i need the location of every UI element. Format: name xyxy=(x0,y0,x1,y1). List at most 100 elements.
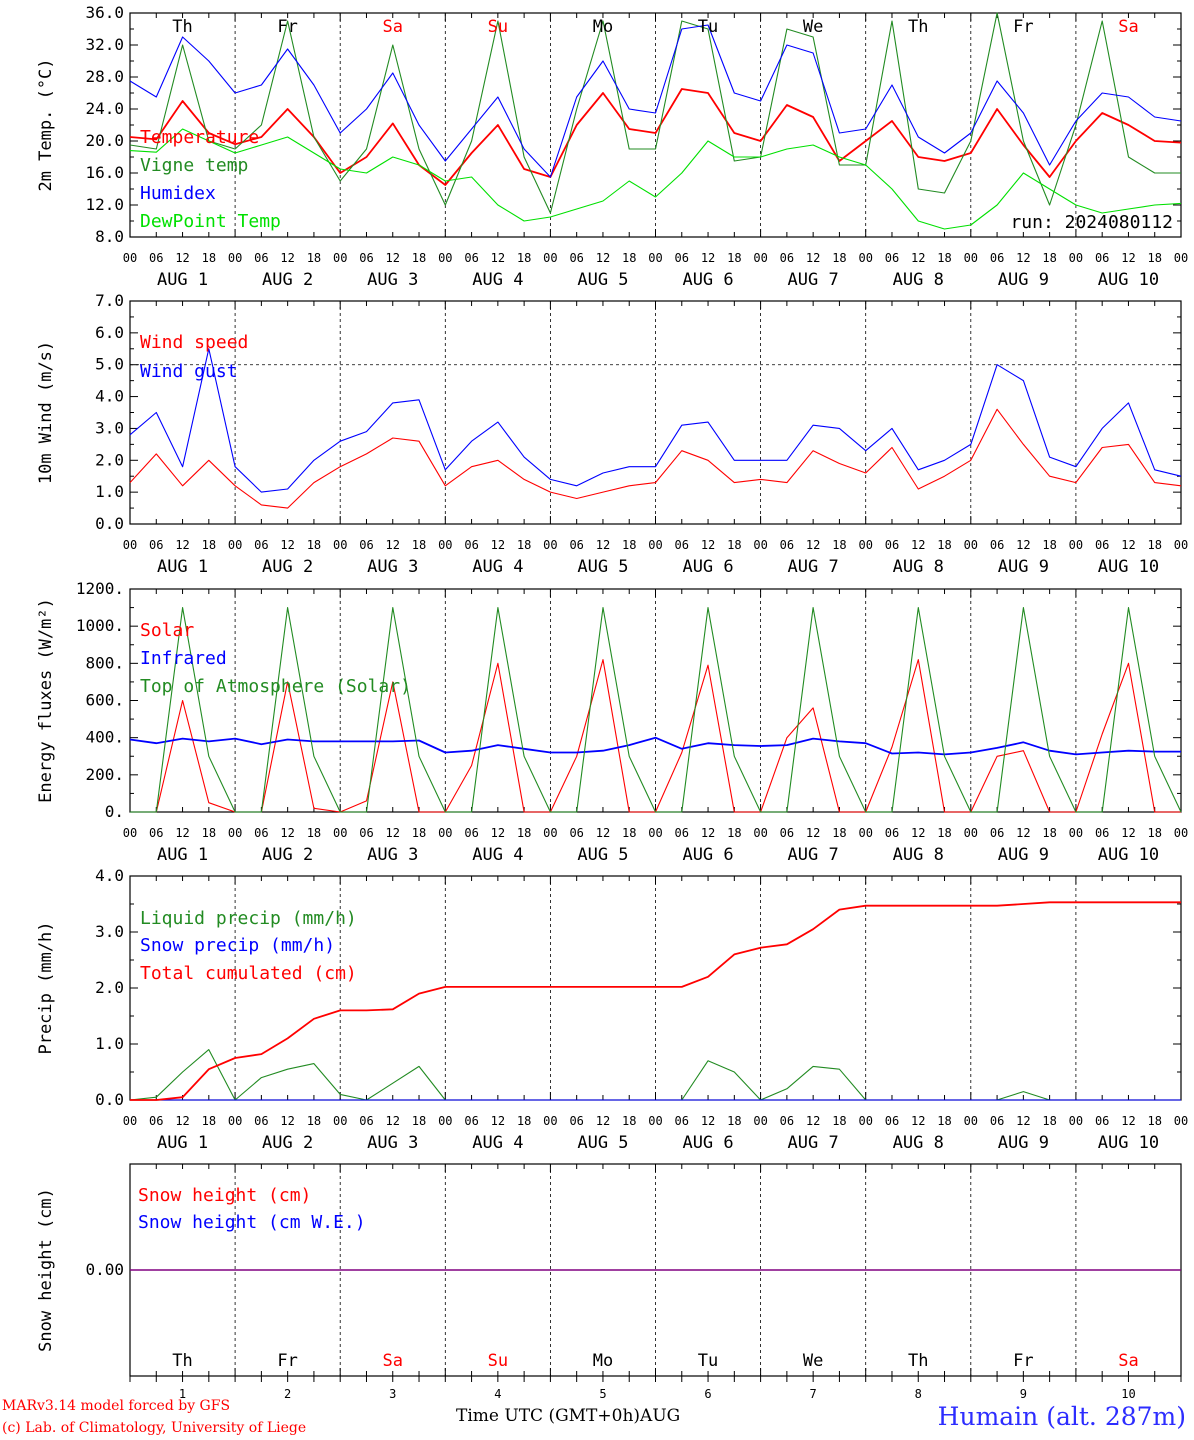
date-label: AUG 4 xyxy=(472,557,523,577)
y-tick-label: 0.0 xyxy=(95,1090,124,1109)
x-tick-label: 12 xyxy=(175,826,189,840)
x-tick-label: 00 xyxy=(1174,251,1188,265)
y-tick-label: 800. xyxy=(85,653,124,672)
x-tick-label: 00 xyxy=(438,251,452,265)
date-label: AUG 1 xyxy=(157,1133,208,1153)
x-tick-label: 12 xyxy=(911,251,925,265)
x-tick-label: 12 xyxy=(175,251,189,265)
x-tick-label: 12 xyxy=(1121,538,1135,552)
y-tick-label: 3.0 xyxy=(95,922,124,941)
x-tick-label: 12 xyxy=(806,1114,820,1128)
x-tick-label: 06 xyxy=(254,826,268,840)
x-tick-label: 18 xyxy=(727,251,741,265)
date-label: AUG 9 xyxy=(998,270,1049,290)
x-tick-label: 00 xyxy=(1069,1114,1083,1128)
date-label: AUG 8 xyxy=(893,270,944,290)
x-tick-label: 12 xyxy=(806,251,820,265)
x-tick-label: 00 xyxy=(123,251,137,265)
y-tick-label: 8.0 xyxy=(95,227,124,246)
x-tick-label: 18 xyxy=(622,1114,636,1128)
x-tick-label: 06 xyxy=(885,1114,899,1128)
legend-entry: Wind gust xyxy=(140,361,238,382)
y-tick-label: 6.0 xyxy=(95,323,124,342)
x-tick-label: 06 xyxy=(359,1114,373,1128)
date-label: AUG 3 xyxy=(367,1133,418,1153)
weekday-label: We xyxy=(803,17,823,37)
x-tick-label: 00 xyxy=(1069,538,1083,552)
date-label: AUG 8 xyxy=(893,557,944,577)
x-tick-label: 12 xyxy=(1121,826,1135,840)
date-label: AUG 7 xyxy=(788,557,839,577)
x-tick-label: 06 xyxy=(990,251,1004,265)
x-tick-label: 12 xyxy=(1016,538,1030,552)
date-label: AUG 7 xyxy=(788,270,839,290)
x-tick-label: 18 xyxy=(202,251,216,265)
x-tick-label: 00 xyxy=(964,1114,978,1128)
date-label: AUG 9 xyxy=(998,845,1049,865)
weekday-label: Sa xyxy=(1118,17,1138,37)
weekday-label: Fr xyxy=(1013,17,1033,37)
x-tick-label: 12 xyxy=(911,826,925,840)
day-number-label: 7 xyxy=(810,1387,817,1401)
date-label: AUG 10 xyxy=(1098,557,1159,577)
legend-entry: Solar xyxy=(140,620,194,641)
date-label: AUG 3 xyxy=(367,845,418,865)
date-label: AUG 3 xyxy=(367,270,418,290)
weekday-label: Su xyxy=(488,1351,508,1371)
date-label: AUG 10 xyxy=(1098,845,1159,865)
x-tick-label: 12 xyxy=(280,1114,294,1128)
y-tick-label: 1.0 xyxy=(95,482,124,501)
y-tick-label: 5.0 xyxy=(95,355,124,374)
x-tick-label: 18 xyxy=(1147,538,1161,552)
x-tick-label: 12 xyxy=(596,1114,610,1128)
x-tick-label: 06 xyxy=(780,826,794,840)
x-tick-label: 06 xyxy=(1095,1114,1109,1128)
x-tick-label: 00 xyxy=(753,1114,767,1128)
x-tick-label: 06 xyxy=(359,826,373,840)
x-tick-label: 00 xyxy=(648,826,662,840)
y-tick-label: 400. xyxy=(85,728,124,747)
x-tick-label: 12 xyxy=(806,538,820,552)
x-tick-label: 00 xyxy=(228,251,242,265)
x-tick-label: 00 xyxy=(753,251,767,265)
weekday-label: Sa xyxy=(383,1351,403,1371)
x-tick-label: 00 xyxy=(964,251,978,265)
y-tick-label: 28.0 xyxy=(85,67,124,86)
model-credit: MARv3.14 model forced by GFS xyxy=(2,1398,231,1414)
y-tick-label: 0.0 xyxy=(95,514,124,533)
date-label: AUG 5 xyxy=(577,270,628,290)
x-tick-label: 18 xyxy=(937,538,951,552)
legend-entry: Snow precip (mm/h) xyxy=(140,935,335,956)
y-tick-label: 12.0 xyxy=(85,195,124,214)
x-tick-label: 06 xyxy=(149,251,163,265)
x-tick-label: 12 xyxy=(280,538,294,552)
x-tick-label: 00 xyxy=(858,1114,872,1128)
x-tick-label: 06 xyxy=(990,538,1004,552)
day-number-label: 3 xyxy=(389,1387,396,1401)
x-tick-label: 00 xyxy=(438,826,452,840)
x-tick-label: 00 xyxy=(228,826,242,840)
x-tick-label: 06 xyxy=(464,1114,478,1128)
y-axis-label: Precip (mm/h) xyxy=(36,921,56,1054)
date-label: AUG 1 xyxy=(157,557,208,577)
x-tick-label: 00 xyxy=(333,826,347,840)
x-tick-label: 18 xyxy=(517,251,531,265)
date-label: AUG 9 xyxy=(998,1133,1049,1153)
x-tick-label: 06 xyxy=(464,538,478,552)
x-tick-label: 12 xyxy=(596,251,610,265)
x-tick-label: 06 xyxy=(675,1114,689,1128)
x-tick-label: 00 xyxy=(543,1114,557,1128)
lab-credit: (c) Lab. of Climatology, University of L… xyxy=(2,1420,307,1436)
date-label: AUG 6 xyxy=(682,1133,733,1153)
x-tick-label: 06 xyxy=(569,826,583,840)
y-tick-label: 16.0 xyxy=(85,163,124,182)
x-tick-label: 18 xyxy=(727,538,741,552)
x-tick-label: 12 xyxy=(701,826,715,840)
date-label: AUG 6 xyxy=(682,270,733,290)
x-tick-label: 12 xyxy=(806,826,820,840)
x-tick-label: 00 xyxy=(123,826,137,840)
x-tick-label: 18 xyxy=(1042,1114,1056,1128)
x-tick-label: 18 xyxy=(1147,1114,1161,1128)
plot-frame-1 xyxy=(129,300,1182,525)
x-tick-label: 12 xyxy=(1016,251,1030,265)
